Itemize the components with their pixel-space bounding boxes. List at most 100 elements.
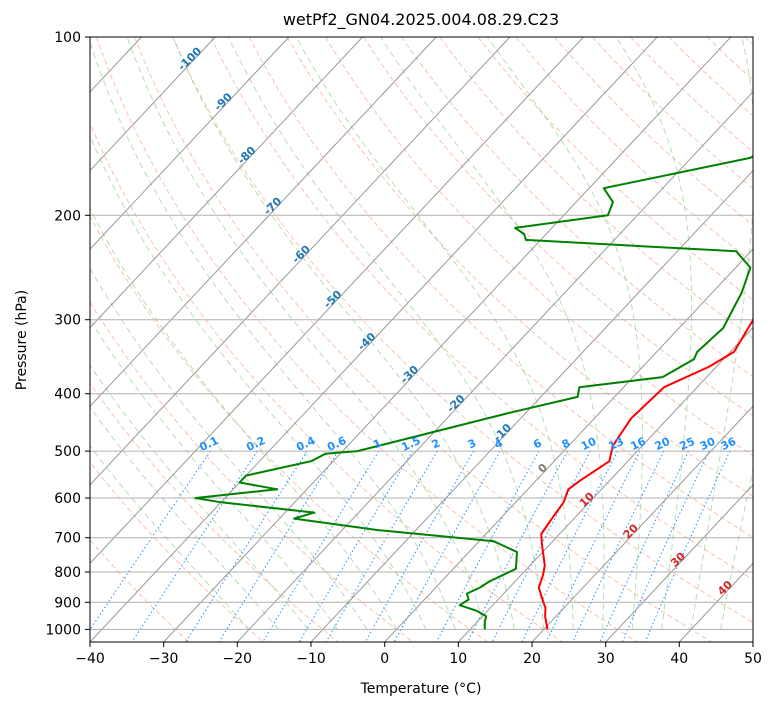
mixing-ratio-label: 3 <box>466 436 478 451</box>
moist-adiabat <box>172 37 515 630</box>
dry-adiabat <box>172 37 753 624</box>
mixing-ratio-line <box>467 450 568 642</box>
mixing-ratio-line <box>621 450 710 642</box>
mixing-ratio-label: 30 <box>698 435 718 453</box>
dry-adiabat <box>286 37 753 497</box>
isotherm-line <box>90 37 216 172</box>
mixing-ratio-line <box>262 450 380 642</box>
y-tick-label: 400 <box>54 387 81 403</box>
y-axis-ticks: 100 200 300 400 500 600 700 800 900 1000 <box>45 30 90 638</box>
chart-title: wetPf2_GN04.2025.004.08.29.C23 <box>283 10 559 30</box>
x-tick-label: 50 <box>744 651 762 667</box>
dry-adiabat <box>668 37 753 117</box>
mixing-ratio-line <box>572 450 665 642</box>
dry-adiabats <box>90 37 753 642</box>
dry-adiabat <box>90 215 488 642</box>
warm-isotherm-label: 40 <box>715 578 735 598</box>
y-tick-label: 800 <box>54 565 81 581</box>
mixing-ratio-label: 20 <box>653 435 673 453</box>
mixing-ratio-label: 2 <box>430 436 442 451</box>
isotherm-label: -60 <box>290 242 314 265</box>
warm-isotherm-label: 30 <box>668 549 688 569</box>
mixing-ratio-line <box>218 450 339 642</box>
plot-frame <box>89 36 754 643</box>
y-tick-label: 900 <box>54 595 81 611</box>
mixing-ratio-line <box>545 450 641 642</box>
moist-adiabat <box>380 37 605 630</box>
x-tick-label: 0 <box>380 651 389 667</box>
isotherm-line <box>90 37 437 408</box>
x-tick-label: 10 <box>449 651 467 667</box>
x-tick-label: −30 <box>149 651 179 667</box>
pressure-gridlines <box>90 37 753 630</box>
isotherms <box>0 37 753 642</box>
y-tick-label: 1000 <box>45 622 81 638</box>
dry-adiabat <box>90 539 190 642</box>
dry-adiabat <box>90 122 563 642</box>
isotherm-line <box>0 37 68 642</box>
moist-adiabat <box>486 37 643 630</box>
isotherm-label: -80 <box>235 144 259 167</box>
x-tick-label: 30 <box>597 651 615 667</box>
dry-adiabat <box>248 37 753 539</box>
mixing-ratio-line <box>325 450 438 642</box>
isotherm-line <box>605 484 753 642</box>
y-tick-label: 300 <box>54 313 81 329</box>
y-tick-label: 100 <box>54 30 81 46</box>
x-tick-label: −20 <box>223 651 253 667</box>
isotherm-line <box>90 37 511 486</box>
isotherm-line <box>310 169 753 642</box>
isotherm-line <box>90 37 363 329</box>
isotherm-line <box>384 248 753 642</box>
temperature-profile-line <box>537 313 753 630</box>
y-tick-label: 200 <box>54 208 81 224</box>
isotherm-label: -90 <box>212 90 236 113</box>
mixing-ratio-label: 16 <box>629 435 649 453</box>
dry-adiabat <box>90 382 339 642</box>
x-axis-label: Temperature (°C) <box>360 681 482 697</box>
moist-adiabat <box>126 37 486 630</box>
mixing-ratio-line <box>131 450 258 642</box>
mixing-ratio-line <box>364 450 474 642</box>
warm-isotherm-label: 10 <box>577 490 597 510</box>
x-axis-ticks: −40 −30 −20 −10 0 10 20 30 40 50 <box>75 642 762 667</box>
mixing-ratio-line <box>644 450 731 642</box>
dry-adiabat <box>744 37 753 45</box>
y-tick-label: 500 <box>54 444 81 460</box>
isotherm-line <box>90 37 584 565</box>
isotherm-line <box>531 405 753 642</box>
isotherm-label: -30 <box>398 363 422 386</box>
isotherm-line <box>163 37 732 642</box>
mixing-ratio-label: 6 <box>531 436 544 451</box>
moist-adiabat <box>615 37 693 630</box>
y-axis-label: Pressure (hPa) <box>14 290 30 390</box>
moist-adiabat <box>720 467 753 630</box>
mixing-ratio-label: 25 <box>677 435 696 453</box>
x-tick-label: 40 <box>670 651 688 667</box>
moist-adiabat <box>90 444 250 630</box>
dry-adiabat <box>592 37 753 189</box>
dewpoint-profile-line <box>194 155 753 630</box>
mixing-ratio-label: 13 <box>606 435 625 453</box>
x-tick-label: 20 <box>523 651 541 667</box>
moist-adiabat <box>90 207 397 630</box>
mixing-ratio-label: 36 <box>719 435 739 453</box>
mixing-ratio-line <box>90 450 211 631</box>
isotherm-label: -100 <box>175 45 204 74</box>
isotherm-line <box>90 37 658 642</box>
sounding-series <box>194 155 753 630</box>
mixing-ratio-line <box>435 450 540 642</box>
warm-isotherm-label: 20 <box>621 521 641 541</box>
moist-adiabat <box>690 37 753 630</box>
x-tick-label: −40 <box>75 651 105 667</box>
moist-adiabat <box>90 364 309 630</box>
isotherm-label: -70 <box>261 194 285 217</box>
y-tick-label: 600 <box>54 491 81 507</box>
plot-area: 0.1 0.2 0.4 0.6 1 1.5 2 3 4 6 8 10 13 16 20 25 30 36-100-… <box>0 37 753 642</box>
isotherm-label: -20 <box>444 392 468 415</box>
moist-adiabat <box>227 37 545 630</box>
dry-adiabat <box>210 37 753 581</box>
moist-adiabat <box>295 37 574 630</box>
isotherm-line <box>678 562 753 642</box>
